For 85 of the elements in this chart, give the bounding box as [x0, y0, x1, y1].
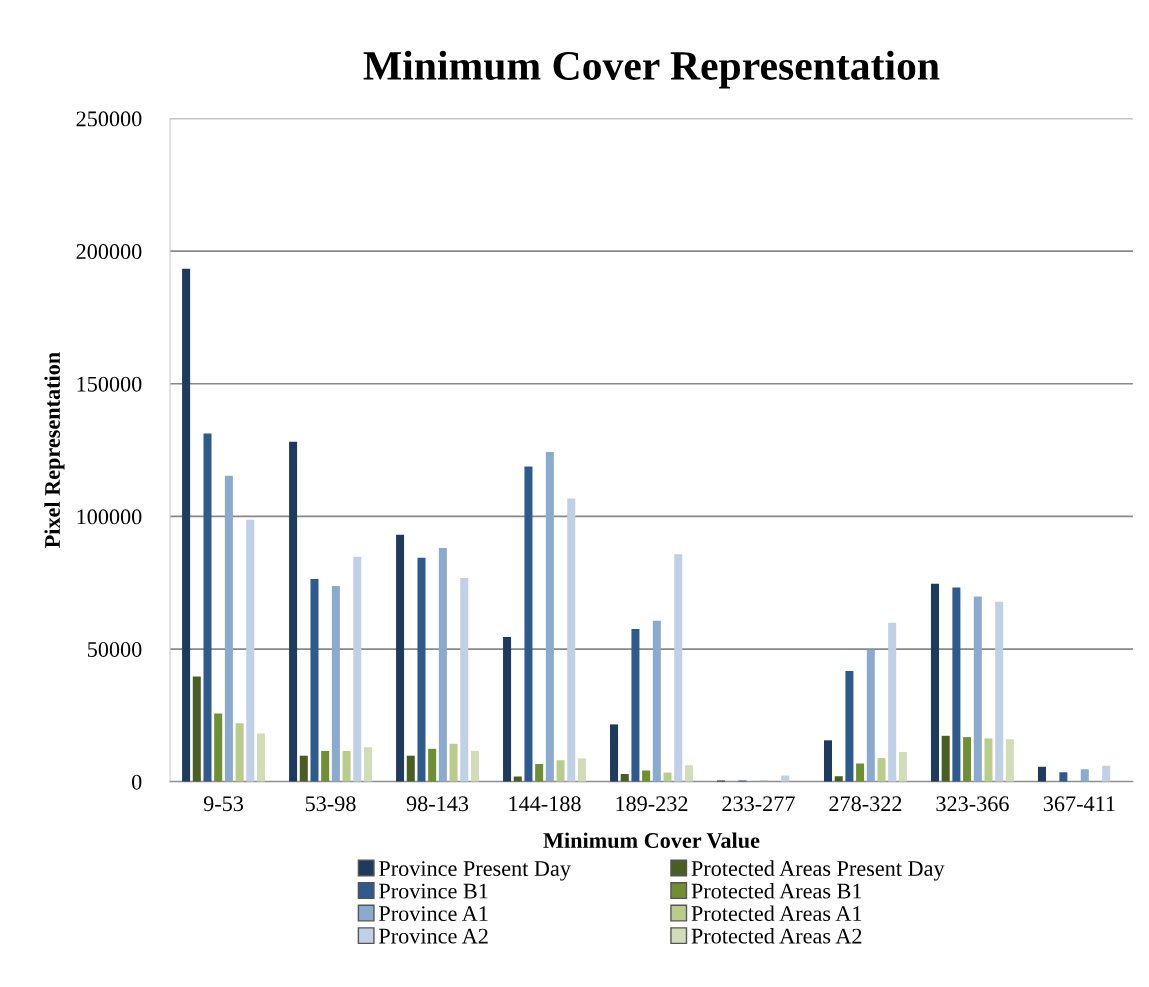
bar [567, 498, 576, 782]
x-tick-label: 233-277 [722, 796, 795, 812]
bar [235, 723, 244, 782]
x-tick-label: 9-53 [203, 796, 244, 812]
y-tick-label: 50000 [88, 641, 142, 657]
bar [663, 772, 672, 782]
bar [256, 733, 265, 782]
legend-label: Province A1 [379, 906, 488, 922]
bar [363, 747, 372, 782]
bar [524, 466, 533, 782]
legend-label: Protected Areas A2 [691, 927, 862, 944]
x-tick-label: 189-232 [616, 796, 688, 812]
bar [449, 743, 458, 782]
y-tick-label: 250000 [76, 111, 142, 127]
x-tick-label: 367-411 [1043, 796, 1115, 812]
bar [353, 556, 362, 782]
legend-label: Province A2 [379, 928, 488, 944]
bar [503, 637, 512, 782]
x-tick-label: 278-322 [829, 796, 902, 812]
bar [331, 585, 340, 782]
bar [652, 620, 661, 782]
legend-label: Province B1 [379, 883, 488, 899]
bar [428, 748, 437, 782]
bar [941, 735, 950, 782]
bar [535, 763, 544, 782]
bar [182, 268, 191, 782]
bar [930, 583, 939, 782]
bar [224, 475, 233, 782]
bar [470, 750, 479, 782]
chart-title: Minimum Cover Representation [363, 50, 940, 89]
x-tick-label: 323-366 [936, 796, 1009, 812]
bar [342, 750, 351, 782]
bar [995, 601, 1004, 782]
x-tick-label: 144-188 [509, 796, 581, 812]
bar [406, 755, 415, 782]
legend-label: Province Present Day [379, 861, 571, 881]
bar [289, 441, 298, 782]
y-tick-label: 0 [132, 774, 142, 790]
bar [631, 628, 640, 782]
bar [620, 774, 629, 782]
bar [545, 451, 554, 782]
y-tick-label: 150000 [77, 376, 142, 392]
bar [556, 760, 565, 782]
bar [396, 534, 405, 782]
bar [1005, 739, 1014, 782]
bar [1059, 772, 1068, 782]
bar [1080, 769, 1089, 782]
bar [898, 751, 907, 782]
bar [246, 519, 255, 782]
bar [984, 738, 993, 782]
bar [610, 724, 619, 782]
bar [973, 596, 982, 782]
bar [1037, 766, 1046, 782]
bar [203, 433, 212, 782]
bar [321, 750, 330, 782]
legend-label: Protected Areas Present Day [691, 860, 945, 881]
bar [845, 671, 854, 782]
bar [952, 587, 961, 782]
bar [417, 557, 426, 782]
bar [214, 713, 223, 782]
bar [824, 740, 833, 782]
bar [299, 755, 308, 782]
bar [310, 579, 319, 782]
bar [513, 776, 522, 782]
legend-label: Protected Areas A1 [691, 905, 862, 922]
legend-label: Protected Areas B1 [691, 882, 862, 899]
x-axis-title: Minimum Cover Value [543, 832, 760, 849]
x-tick-label: 53-98 [305, 796, 356, 812]
bar [866, 649, 875, 782]
bar [856, 763, 865, 782]
bar [438, 547, 447, 782]
bar [642, 770, 651, 782]
y-axis-title: Pixel Representation [44, 352, 65, 548]
bar [684, 765, 693, 782]
bar [674, 554, 683, 782]
bar [460, 577, 469, 782]
bar [1102, 765, 1111, 782]
bar [888, 622, 897, 782]
bar [963, 737, 972, 782]
bar [877, 758, 886, 782]
x-tick-label: 98-143 [406, 796, 469, 812]
y-tick-label: 200000 [76, 244, 142, 260]
bar [577, 758, 586, 782]
bar [192, 676, 201, 782]
y-tick-label: 100000 [77, 509, 142, 525]
